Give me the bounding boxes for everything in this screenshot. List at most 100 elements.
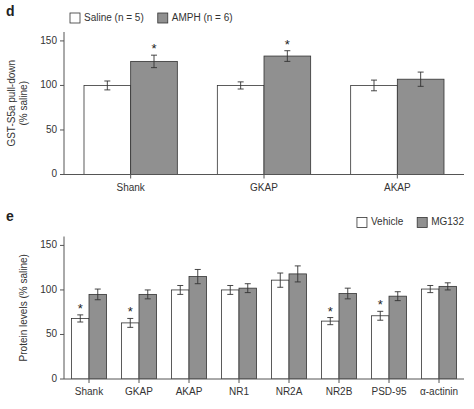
- error-bar: [127, 318, 133, 327]
- error-line: [430, 285, 431, 292]
- error-line: [347, 288, 348, 299]
- bar: [389, 296, 407, 379]
- y-tick-label: 150: [40, 35, 57, 46]
- panel-title: e: [6, 208, 14, 224]
- error-bar: [395, 292, 401, 301]
- x-tick: [139, 379, 140, 383]
- error-cap: [195, 283, 201, 284]
- error-bar: [418, 72, 424, 86]
- legend: Vehicle MG132: [357, 216, 464, 227]
- legend-swatch: [158, 13, 168, 23]
- error-cap: [418, 86, 424, 87]
- y-tick-label: 50: [46, 124, 58, 135]
- annotation: *: [328, 304, 333, 319]
- error-cap: [104, 89, 110, 90]
- error-cap: [145, 298, 151, 299]
- x-tick-label: NR2B: [326, 386, 353, 397]
- x-tick-label: PSD-95: [371, 386, 406, 397]
- error-cap: [445, 289, 451, 290]
- legend-item: Vehicle: [357, 216, 404, 227]
- error-bar: [371, 80, 377, 91]
- legend-label: MG132: [431, 216, 464, 227]
- legend-item: AMPH (n = 6): [158, 12, 233, 23]
- error-bar: [145, 290, 151, 299]
- y-tick-label: 150: [40, 239, 57, 250]
- error-line: [420, 72, 421, 86]
- error-cap: [377, 320, 383, 321]
- error-line: [147, 290, 148, 299]
- bar: [289, 274, 307, 379]
- error-line: [230, 285, 231, 294]
- bar: [72, 318, 90, 379]
- error-bar: [77, 315, 83, 322]
- bar: [439, 286, 457, 379]
- bar: [397, 79, 444, 174]
- bar: [272, 280, 290, 379]
- error-line: [287, 51, 288, 62]
- x-tick: [289, 379, 290, 383]
- bar: [351, 85, 398, 174]
- x-tick-label: AKAP: [384, 182, 411, 193]
- error-cap: [238, 81, 244, 82]
- y-tick: [60, 289, 64, 290]
- y-tick: [60, 334, 64, 335]
- bar: [322, 321, 340, 379]
- bar: [422, 289, 440, 379]
- y-tick-label: 50: [46, 328, 58, 339]
- bar: [339, 294, 357, 380]
- error-bar: [327, 318, 333, 325]
- error-cap: [227, 294, 233, 295]
- error-bar: [377, 311, 383, 320]
- y-tick: [60, 245, 64, 246]
- error-bar: [295, 266, 301, 282]
- error-cap: [284, 61, 290, 62]
- annotation: *: [151, 41, 156, 56]
- error-cap: [418, 72, 424, 73]
- error-line: [280, 273, 281, 287]
- panel: d050100150ShankGKAPAKAPGST-S5a pull-down…: [6, 3, 464, 193]
- bar: [84, 85, 131, 174]
- x-tick-label: AKAP: [176, 386, 203, 397]
- error-bar: [427, 285, 433, 292]
- error-line: [397, 292, 398, 301]
- y-tick: [60, 174, 64, 175]
- x-tick-label: NR1: [229, 386, 249, 397]
- error-line: [374, 80, 375, 91]
- error-cap: [238, 89, 244, 90]
- marks: [84, 51, 444, 175]
- x-tick-label: Shank: [75, 386, 104, 397]
- error-line: [180, 285, 181, 294]
- x-tick: [389, 379, 390, 383]
- bar: [131, 61, 178, 174]
- error-bar: [445, 283, 451, 290]
- error-cap: [277, 287, 283, 288]
- error-cap: [245, 292, 251, 293]
- y-axis: [64, 237, 65, 380]
- error-bar: [151, 55, 157, 67]
- legend-item: MG132: [417, 216, 464, 227]
- x-tick: [397, 175, 398, 179]
- error-line: [97, 289, 98, 300]
- legend-label: Vehicle: [371, 216, 404, 227]
- x-tick: [264, 175, 265, 179]
- legend-item: Saline (n = 5): [70, 12, 144, 23]
- error-cap: [395, 291, 401, 292]
- y-axis-label: GST-S5a pull-down: [6, 60, 17, 147]
- error-cap: [77, 322, 83, 323]
- error-line: [447, 283, 448, 290]
- legend-label: Saline (n = 5): [84, 12, 144, 23]
- error-cap: [445, 282, 451, 283]
- annotation: *: [78, 301, 83, 316]
- x-tick: [89, 379, 90, 383]
- x-tick-label: Shank: [116, 182, 145, 193]
- error-cap: [151, 67, 157, 68]
- error-cap: [245, 283, 251, 284]
- legend-swatch: [70, 13, 80, 23]
- bar: [239, 288, 257, 379]
- y-axis-label: Protein levels (% saline): [18, 254, 29, 361]
- bar: [222, 290, 240, 379]
- error-bar: [284, 51, 290, 62]
- error-bar: [195, 269, 201, 283]
- error-cap: [371, 90, 377, 91]
- error-cap: [295, 281, 301, 282]
